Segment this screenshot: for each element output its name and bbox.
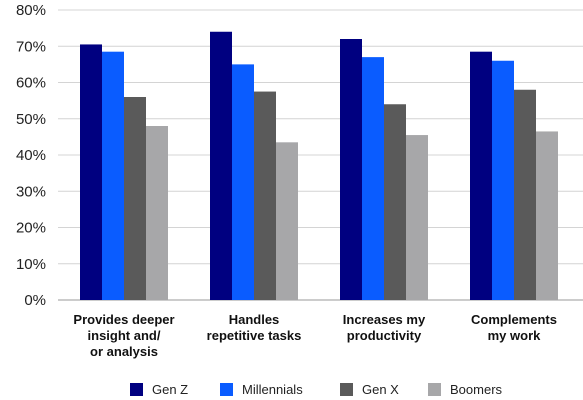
- legend: Gen Z Millennials Gen X Boomers: [130, 382, 503, 397]
- legend-label: Boomers: [450, 382, 503, 397]
- y-tick-label: 80%: [16, 2, 46, 19]
- legend-label: Gen X: [362, 382, 399, 397]
- y-tick-label: 30%: [16, 183, 46, 200]
- bar-gen-x: [124, 97, 146, 300]
- x-category-label: Complements my work: [471, 312, 557, 343]
- bar-boomers: [536, 131, 558, 300]
- bar-gen-z: [210, 31, 232, 300]
- y-tick-label: 40%: [16, 147, 46, 164]
- y-tick-label: 0%: [24, 292, 46, 309]
- legend-label: Millennials: [242, 382, 303, 397]
- x-category-label: Provides deeper insight and/or analysis: [73, 312, 174, 359]
- bar-millennials: [362, 57, 384, 300]
- y-tick-label: 10%: [16, 256, 46, 273]
- x-category-label-line: Provides deeper: [73, 312, 174, 327]
- y-tick-label: 70%: [16, 38, 46, 55]
- bar-boomers: [276, 142, 298, 300]
- bar-gen-z: [80, 44, 102, 300]
- x-category-label-line: my work: [488, 328, 542, 343]
- x-category-label-line: Handles: [229, 312, 280, 327]
- bar-gen-z: [340, 39, 362, 300]
- bar-gen-x: [254, 91, 276, 300]
- legend-swatch: [220, 383, 233, 396]
- bar-millennials: [232, 64, 254, 300]
- legend-swatch: [130, 383, 143, 396]
- bar-boomers: [406, 135, 428, 300]
- x-category-label-line: or analysis: [90, 344, 158, 359]
- y-axis-ticks: 0% 10% 20% 30% 40% 50% 60% 70% 80%: [16, 2, 46, 309]
- x-category-label-line: Increases my: [343, 312, 426, 327]
- y-tick-label: 20%: [16, 220, 46, 237]
- bar-millennials: [492, 60, 514, 300]
- x-category-label: Increases my productivity: [343, 312, 426, 343]
- y-tick-label: 50%: [16, 111, 46, 128]
- x-category-label-line: productivity: [347, 328, 422, 343]
- legend-swatch: [428, 383, 441, 396]
- x-axis-categories: Provides deeper insight and/or analysis Ha…: [73, 312, 557, 359]
- bar-gen-x: [384, 104, 406, 300]
- legend-swatch: [340, 383, 353, 396]
- bars: [80, 31, 558, 300]
- bar-gen-x: [514, 89, 536, 300]
- x-category-label: Handles repetitive tasks: [207, 312, 302, 343]
- x-category-label-line: Complements: [471, 312, 557, 327]
- x-category-label-line: insight and/: [88, 328, 161, 343]
- bar-boomers: [146, 126, 168, 300]
- x-category-label-line: repetitive tasks: [207, 328, 302, 343]
- legend-label: Gen Z: [152, 382, 188, 397]
- y-tick-label: 60%: [16, 75, 46, 92]
- bar-millennials: [102, 51, 124, 300]
- bar-gen-z: [470, 51, 492, 300]
